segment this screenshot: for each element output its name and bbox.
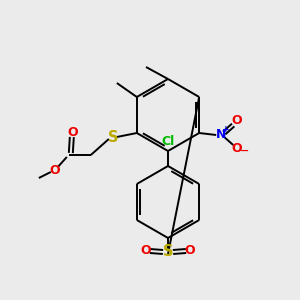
Text: O: O: [50, 164, 60, 178]
Text: N: N: [216, 128, 226, 142]
Text: +: +: [222, 124, 230, 134]
Text: O: O: [185, 244, 195, 257]
Text: −: −: [239, 146, 249, 156]
Text: O: O: [232, 115, 242, 128]
Text: S: S: [108, 130, 118, 145]
Text: Cl: Cl: [161, 135, 175, 148]
Text: O: O: [68, 127, 78, 140]
Text: S: S: [163, 244, 173, 260]
Text: O: O: [141, 244, 151, 257]
Text: O: O: [232, 142, 242, 155]
